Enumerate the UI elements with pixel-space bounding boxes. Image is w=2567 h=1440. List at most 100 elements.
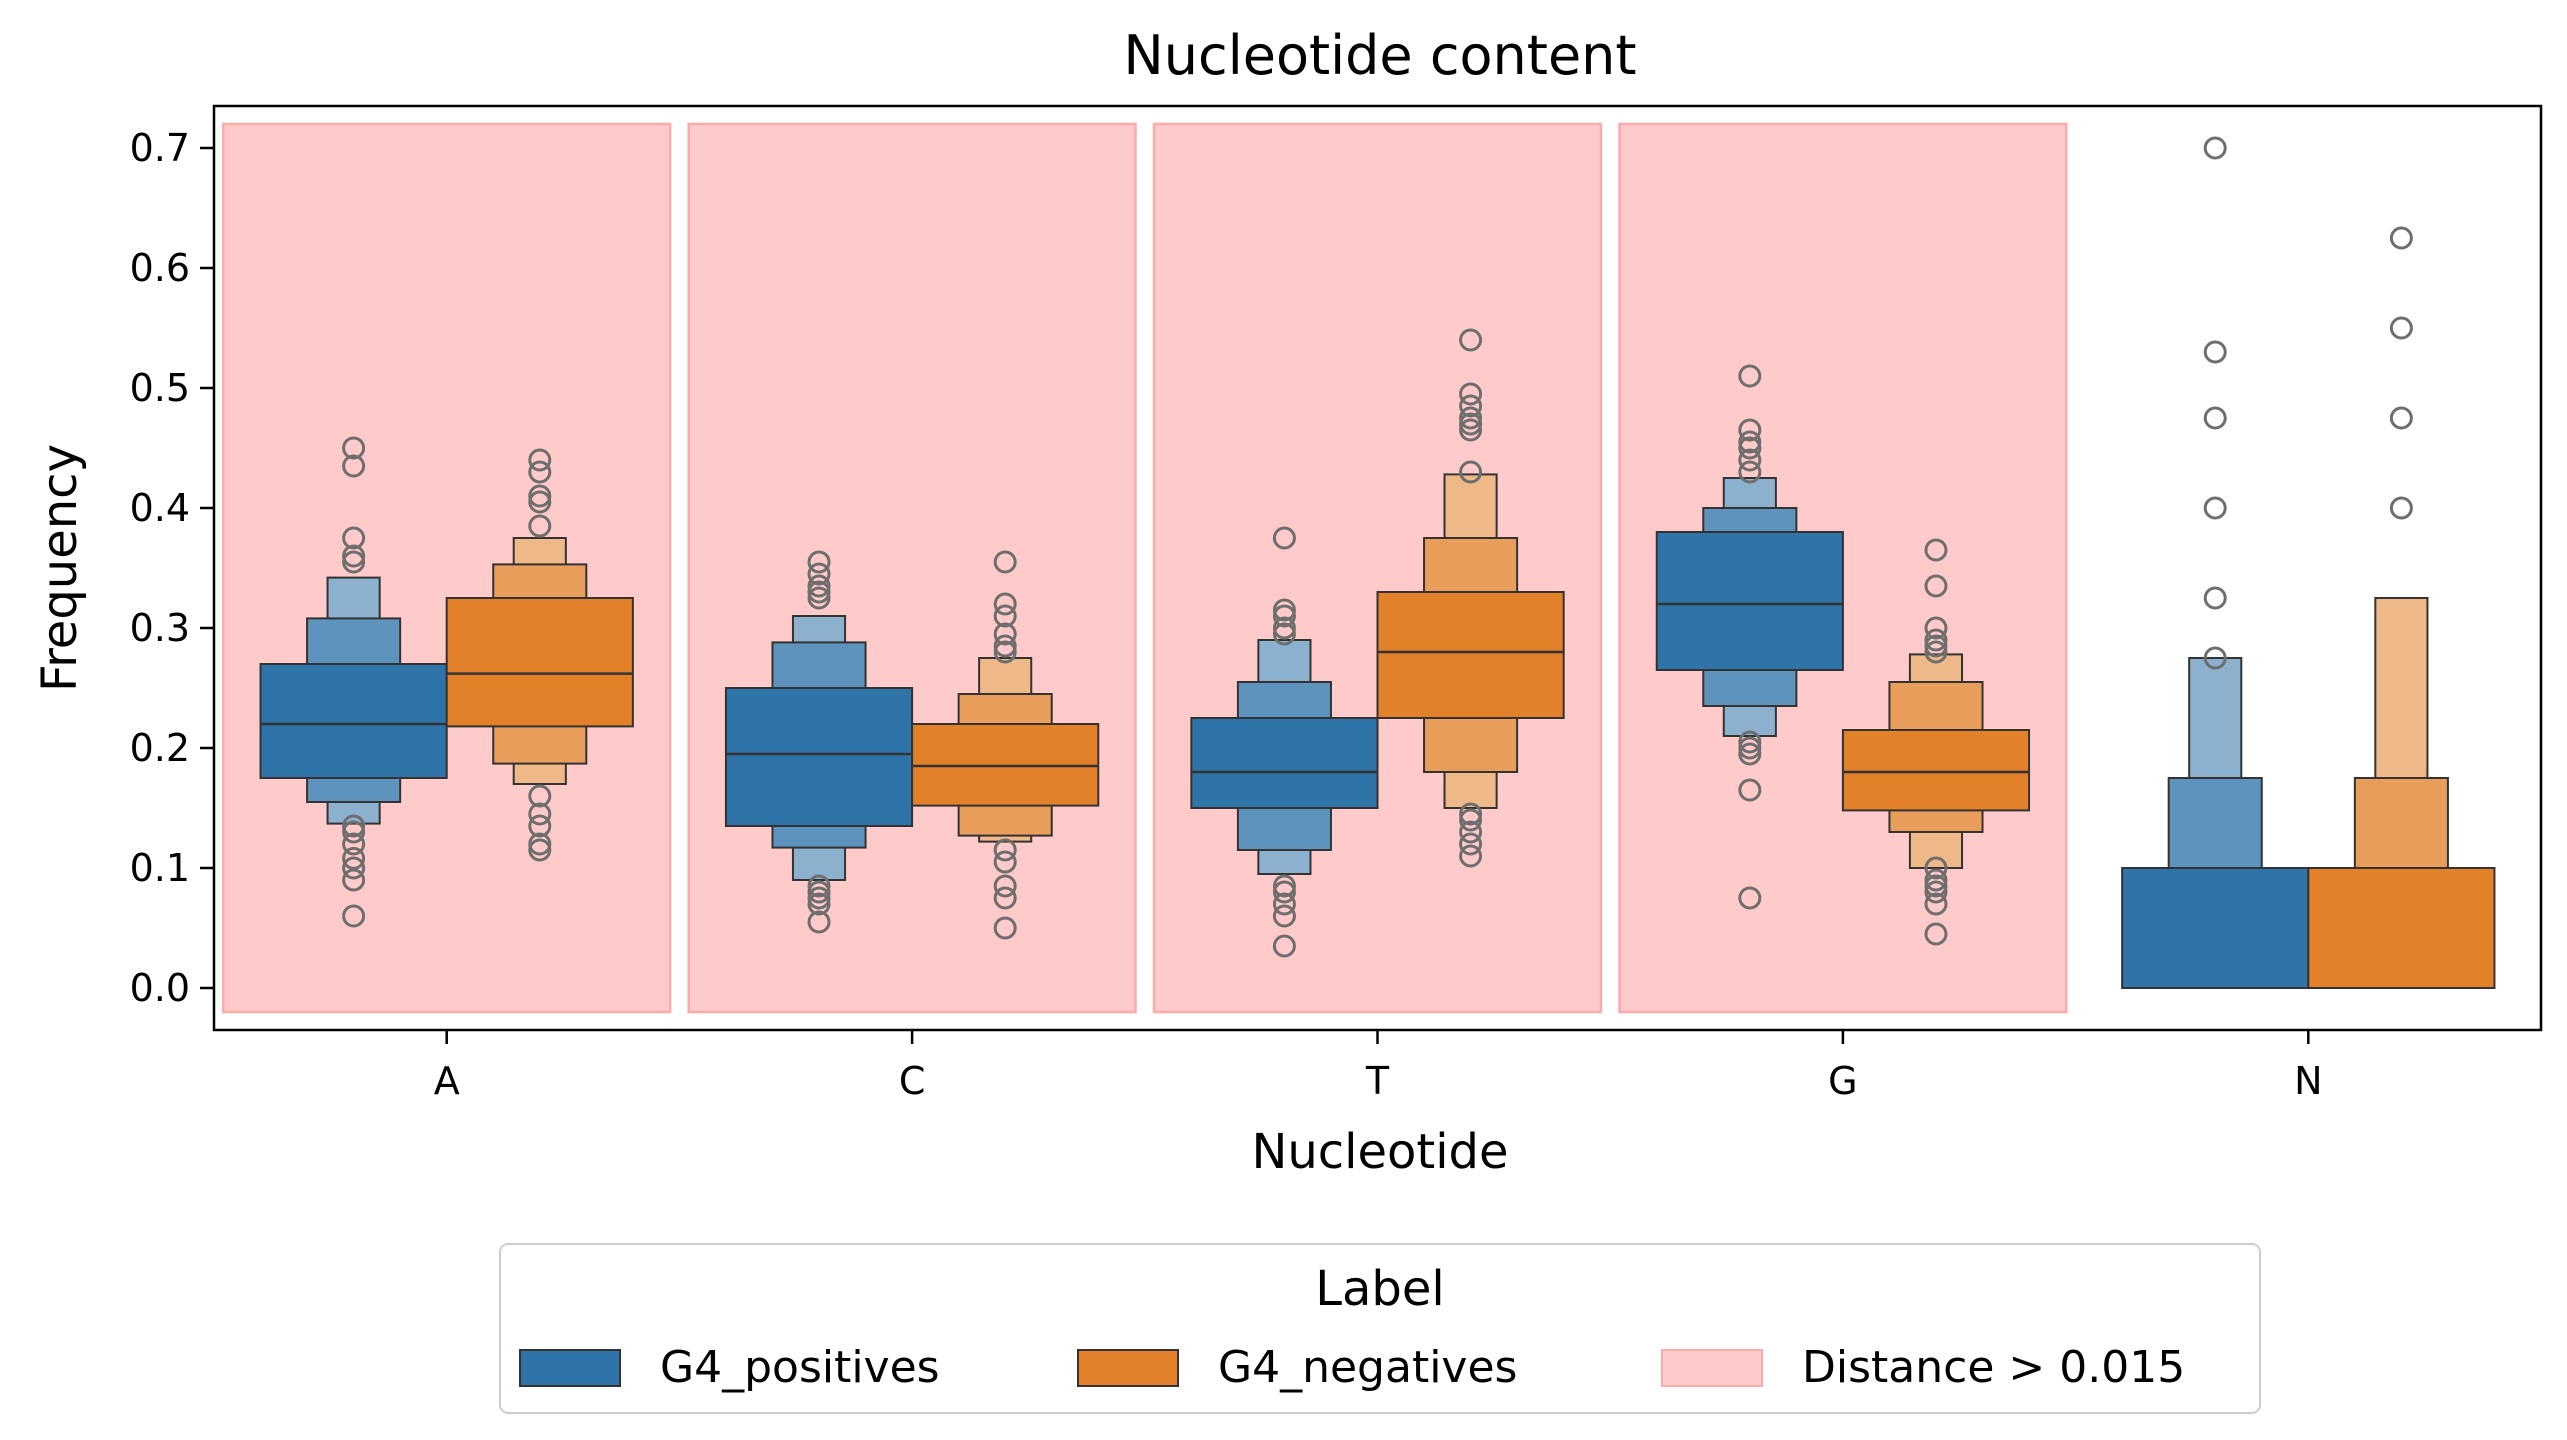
outlier-g4-positives-g-9 <box>1738 742 1762 766</box>
outlier-g4-positives-c-8 <box>807 886 831 910</box>
outlier-g4-positives-t-9 <box>1272 904 1296 928</box>
boxen-g4-positives-g-level-1 <box>1655 531 1844 671</box>
outlier-g4-positives-a-9 <box>342 846 366 870</box>
outlier-g4-negatives-c-1 <box>993 550 1017 574</box>
outlier-g4-positives-c-3 <box>807 574 831 598</box>
outlier-g4-positives-a-8 <box>342 832 366 856</box>
outlier-g4-negatives-g-3 <box>1924 616 1948 640</box>
outlier-g4-positives-a-5 <box>342 550 366 574</box>
outlier-g4-negatives-a-2 <box>528 460 552 484</box>
outlier-g4-positives-g-2 <box>1738 418 1762 442</box>
outlier-g4-positives-c-10 <box>807 910 831 934</box>
outlier-g4-negatives-g-7 <box>1924 856 1948 880</box>
outlier-g4-negatives-c-3 <box>993 604 1017 628</box>
legend-swatch-g4-positives <box>519 1349 621 1387</box>
outlier-g4-positives-a-6 <box>342 814 366 838</box>
outlier-g4-positives-a-3 <box>342 526 366 550</box>
outlier-g4-negatives-t-3 <box>1459 394 1483 418</box>
outlier-g4-positives-t-4 <box>1272 616 1296 640</box>
outlier-g4-positives-t-8 <box>1272 892 1296 916</box>
y-axis: 0.0 0.1 0.2 0.3 0.4 0.5 0.6 0.7 <box>130 126 214 1010</box>
outlier-g4-positives-n-6 <box>2203 646 2227 670</box>
outlier-g4-negatives-a-4 <box>528 490 552 514</box>
outlier-g4-positives-t-3 <box>1272 604 1296 628</box>
boxen-g4-positives-a-level-1 <box>259 663 448 779</box>
outlier-g4-negatives-c-2 <box>993 592 1017 616</box>
x-axis-title: Nucleotide <box>1251 1124 1508 1180</box>
outlier-g4-positives-c-1 <box>807 550 831 574</box>
outlier-g4-positives-c-5 <box>807 586 831 610</box>
outlier-g4-positives-c-2 <box>807 562 831 586</box>
outlier-g4-negatives-g-5 <box>1924 634 1948 658</box>
x-tick-label-n: N <box>2294 1059 2322 1103</box>
outlier-g4-positives-a-4 <box>342 544 366 568</box>
boxen-g4-negatives-a-level-1 <box>445 597 634 728</box>
x-tick-label-g: G <box>1828 1059 1857 1103</box>
outlier-g4-positives-g-8 <box>1738 736 1762 760</box>
outlier-g4-positives-c-7 <box>807 880 831 904</box>
outlier-g4-negatives-a-3 <box>528 484 552 508</box>
outlier-g4-positives-n-4 <box>2203 496 2227 520</box>
outlier-g4-negatives-c-10 <box>993 886 1017 910</box>
outlier-g4-negatives-a-6 <box>528 784 552 808</box>
y-tick-label-0: 0.0 <box>130 966 190 1010</box>
outlier-g4-negatives-a-7 <box>528 802 552 826</box>
y-axis-title: Frequency <box>32 444 88 692</box>
outlier-g4-negatives-a-9 <box>528 832 552 856</box>
outlier-g4-negatives-a-10 <box>528 838 552 862</box>
y-tick-label-4: 0.4 <box>130 486 190 530</box>
y-tick-label-5: 0.5 <box>130 366 190 410</box>
outlier-g4-positives-g-1 <box>1738 364 1762 388</box>
outlier-g4-positives-t-1 <box>1272 526 1296 550</box>
highlight-region-c <box>687 122 1137 1014</box>
outlier-g4-negatives-n-2 <box>2389 316 2413 340</box>
outlier-g4-negatives-t-9 <box>1459 808 1483 832</box>
outlier-g4-positives-g-3 <box>1738 430 1762 454</box>
outlier-g4-negatives-a-8 <box>528 814 552 838</box>
outlier-g4-negatives-t-1 <box>1459 328 1483 352</box>
outlier-g4-positives-t-7 <box>1272 880 1296 904</box>
y-tick-label-7: 0.7 <box>130 126 190 170</box>
legend: Label G4_positives G4_negatives Distance… <box>499 1243 2261 1414</box>
boxen-g4-negatives-g-level-1 <box>1841 729 2031 812</box>
outlier-layer <box>342 136 2413 958</box>
legend-label-g4-positives: G4_positives <box>660 1342 940 1393</box>
outlier-g4-negatives-c-4 <box>993 622 1017 646</box>
outlier-g4-negatives-t-4 <box>1459 406 1483 430</box>
outlier-g4-positives-a-2 <box>342 454 366 478</box>
outlier-g4-negatives-c-7 <box>993 838 1017 862</box>
chart-title: Nucleotide content <box>1123 24 1636 87</box>
outlier-g4-positives-t-10 <box>1272 934 1296 958</box>
outlier-g4-positives-g-5 <box>1738 448 1762 472</box>
boxen-g4-negatives-t-level-1 <box>1376 591 1565 719</box>
outlier-g4-negatives-c-5 <box>993 634 1017 658</box>
outlier-g4-negatives-t-5 <box>1459 412 1483 436</box>
outlier-g4-positives-g-10 <box>1738 778 1762 802</box>
outlier-g4-positives-c-4 <box>807 580 831 604</box>
outlier-g4-positives-c-6 <box>807 874 831 898</box>
y-tick-label-6: 0.6 <box>130 246 190 290</box>
outlier-g4-negatives-t-8 <box>1459 802 1483 826</box>
x-tick-label-t: T <box>1365 1059 1390 1103</box>
y-tick-label-2: 0.2 <box>130 726 190 770</box>
outlier-g4-negatives-g-2 <box>1924 574 1948 598</box>
outlier-g4-negatives-n-4 <box>2389 496 2413 520</box>
outlier-g4-negatives-g-8 <box>1924 868 1948 892</box>
outlier-g4-negatives-t-11 <box>1459 832 1483 856</box>
outlier-g4-negatives-g-11 <box>1924 892 1948 916</box>
outlier-g4-negatives-c-8 <box>993 850 1017 874</box>
outlier-g4-positives-n-5 <box>2203 586 2227 610</box>
outlier-g4-positives-g-11 <box>1738 886 1762 910</box>
outlier-g4-positives-g-6 <box>1738 460 1762 484</box>
boxen-g4-positives-t-level-1 <box>1190 717 1379 809</box>
outlier-g4-positives-g-4 <box>1738 436 1762 460</box>
outlier-g4-positives-n-3 <box>2203 406 2227 430</box>
series-layer <box>259 473 2496 989</box>
outlier-g4-positives-a-7 <box>342 820 366 844</box>
outlier-g4-negatives-t-6 <box>1459 418 1483 442</box>
outlier-g4-negatives-t-7 <box>1459 460 1483 484</box>
outlier-g4-negatives-a-1 <box>528 448 552 472</box>
outlier-g4-negatives-g-9 <box>1924 874 1948 898</box>
